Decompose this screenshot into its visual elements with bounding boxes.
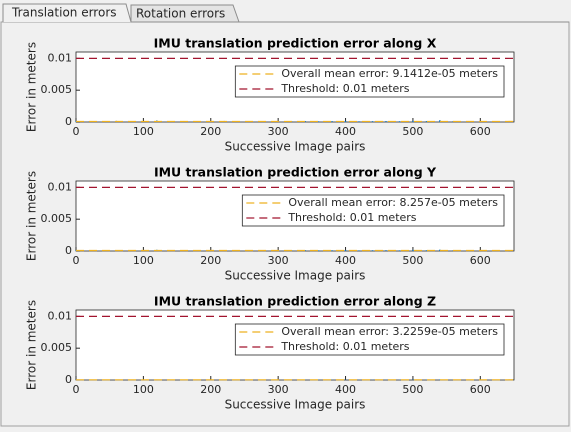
bar (372, 121, 373, 122)
x-tick-label: 200 (200, 383, 221, 396)
chart-title: IMU translation prediction error along Z (154, 294, 436, 309)
x-tick-label: 200 (200, 254, 221, 267)
x-tick-label: 0 (73, 383, 80, 396)
x-axis-label: Successive Image pairs (225, 140, 366, 154)
x-tick-label: 600 (470, 254, 491, 267)
bar (345, 121, 346, 122)
x-tick-label: 600 (470, 125, 491, 138)
bar (385, 250, 386, 251)
legend-label: Overall mean error: 3.2259e-05 meters (281, 325, 498, 338)
x-tick-label: 400 (335, 125, 356, 138)
y-axis-label: Error in meters (25, 300, 39, 390)
chart-title: IMU translation prediction error along Y (154, 165, 437, 180)
bar (399, 250, 400, 251)
legend-label: Threshold: 0.01 meters (280, 82, 409, 95)
y-tick-label: 0.005 (41, 83, 73, 96)
y-tick-label: 0.005 (41, 212, 73, 225)
x-axis-label: Successive Image pairs (225, 398, 366, 412)
bar (399, 121, 400, 122)
legend: Overall mean error: 9.1412e-05 meters Thr… (235, 66, 504, 97)
x-tick-label: 300 (268, 254, 289, 267)
bar (318, 250, 319, 251)
tab-label[interactable]: Translation errors (11, 6, 117, 20)
legend: Overall mean error: 3.2259e-05 meters Thr… (235, 324, 504, 355)
bar (372, 250, 373, 251)
bar (318, 121, 319, 122)
bar (385, 121, 386, 122)
y-tick-label: 0 (65, 115, 72, 128)
legend: Overall mean error: 8.257e-05 meters Thre… (242, 195, 504, 226)
y-tick-label: 0 (65, 373, 72, 386)
x-tick-label: 400 (335, 383, 356, 396)
legend-label: Threshold: 0.01 meters (280, 340, 409, 353)
legend-label: Overall mean error: 9.1412e-05 meters (281, 67, 498, 80)
bar (358, 250, 359, 251)
bar (412, 250, 413, 251)
x-tick-label: 200 (200, 125, 221, 138)
x-tick-label: 0 (73, 125, 80, 138)
y-axis-label: Error in meters (25, 42, 39, 132)
bar (426, 121, 427, 122)
x-tick-label: 300 (268, 383, 289, 396)
x-tick-label: 0 (73, 254, 80, 267)
x-tick-label: 100 (133, 383, 154, 396)
bar (426, 250, 427, 251)
legend-label: Threshold: 0.01 meters (287, 211, 416, 224)
y-axis-label: Error in meters (25, 171, 39, 261)
x-tick-label: 500 (402, 254, 423, 267)
y-tick-label: 0.01 (48, 309, 73, 322)
x-tick-label: 100 (133, 125, 154, 138)
y-tick-label: 0 (65, 244, 72, 257)
x-tick-label: 600 (470, 383, 491, 396)
bar (331, 250, 332, 251)
x-tick-label: 100 (133, 254, 154, 267)
x-tick-label: 400 (335, 254, 356, 267)
y-tick-label: 0.005 (41, 341, 73, 354)
y-tick-label: 0.01 (48, 180, 73, 193)
x-axis-label: Successive Image pairs (225, 269, 366, 283)
legend-label: Overall mean error: 8.257e-05 meters (288, 196, 498, 209)
bar (331, 121, 332, 122)
bar (412, 121, 413, 122)
x-tick-label: 300 (268, 125, 289, 138)
x-tick-label: 500 (402, 383, 423, 396)
tab-label[interactable]: Rotation errors (136, 7, 225, 21)
bar (358, 121, 359, 122)
y-tick-label: 0.01 (48, 51, 73, 64)
bar (345, 250, 346, 251)
chart-title: IMU translation prediction error along X (154, 36, 437, 51)
x-tick-label: 500 (402, 125, 423, 138)
